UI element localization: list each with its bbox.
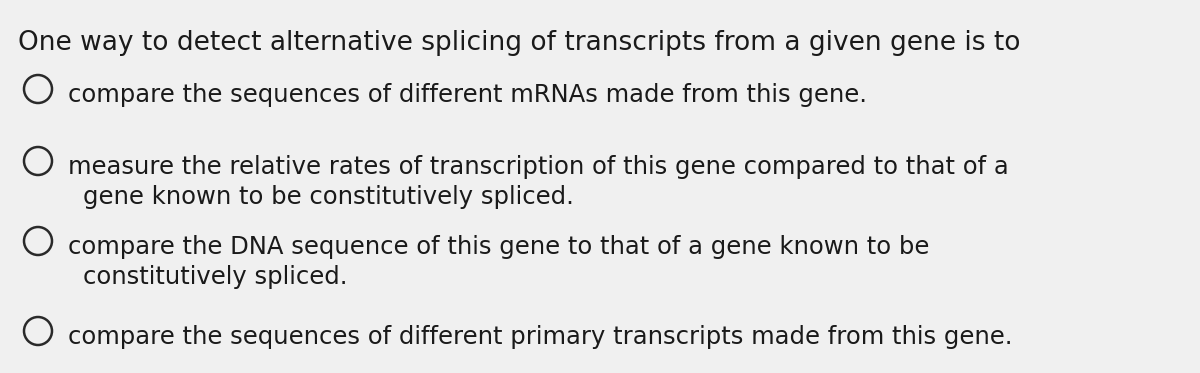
Text: compare the DNA sequence of this gene to that of a gene known to be: compare the DNA sequence of this gene to… (68, 235, 929, 259)
Text: measure the relative rates of transcription of this gene compared to that of a: measure the relative rates of transcript… (68, 155, 1009, 179)
Text: constitutively spliced.: constitutively spliced. (83, 265, 348, 289)
Text: One way to detect alternative splicing of transcripts from a given gene is to: One way to detect alternative splicing o… (18, 30, 1020, 56)
Text: compare the sequences of different primary transcripts made from this gene.: compare the sequences of different prima… (68, 325, 1013, 349)
Text: gene known to be constitutively spliced.: gene known to be constitutively spliced. (83, 185, 574, 209)
Text: compare the sequences of different mRNAs made from this gene.: compare the sequences of different mRNAs… (68, 83, 866, 107)
